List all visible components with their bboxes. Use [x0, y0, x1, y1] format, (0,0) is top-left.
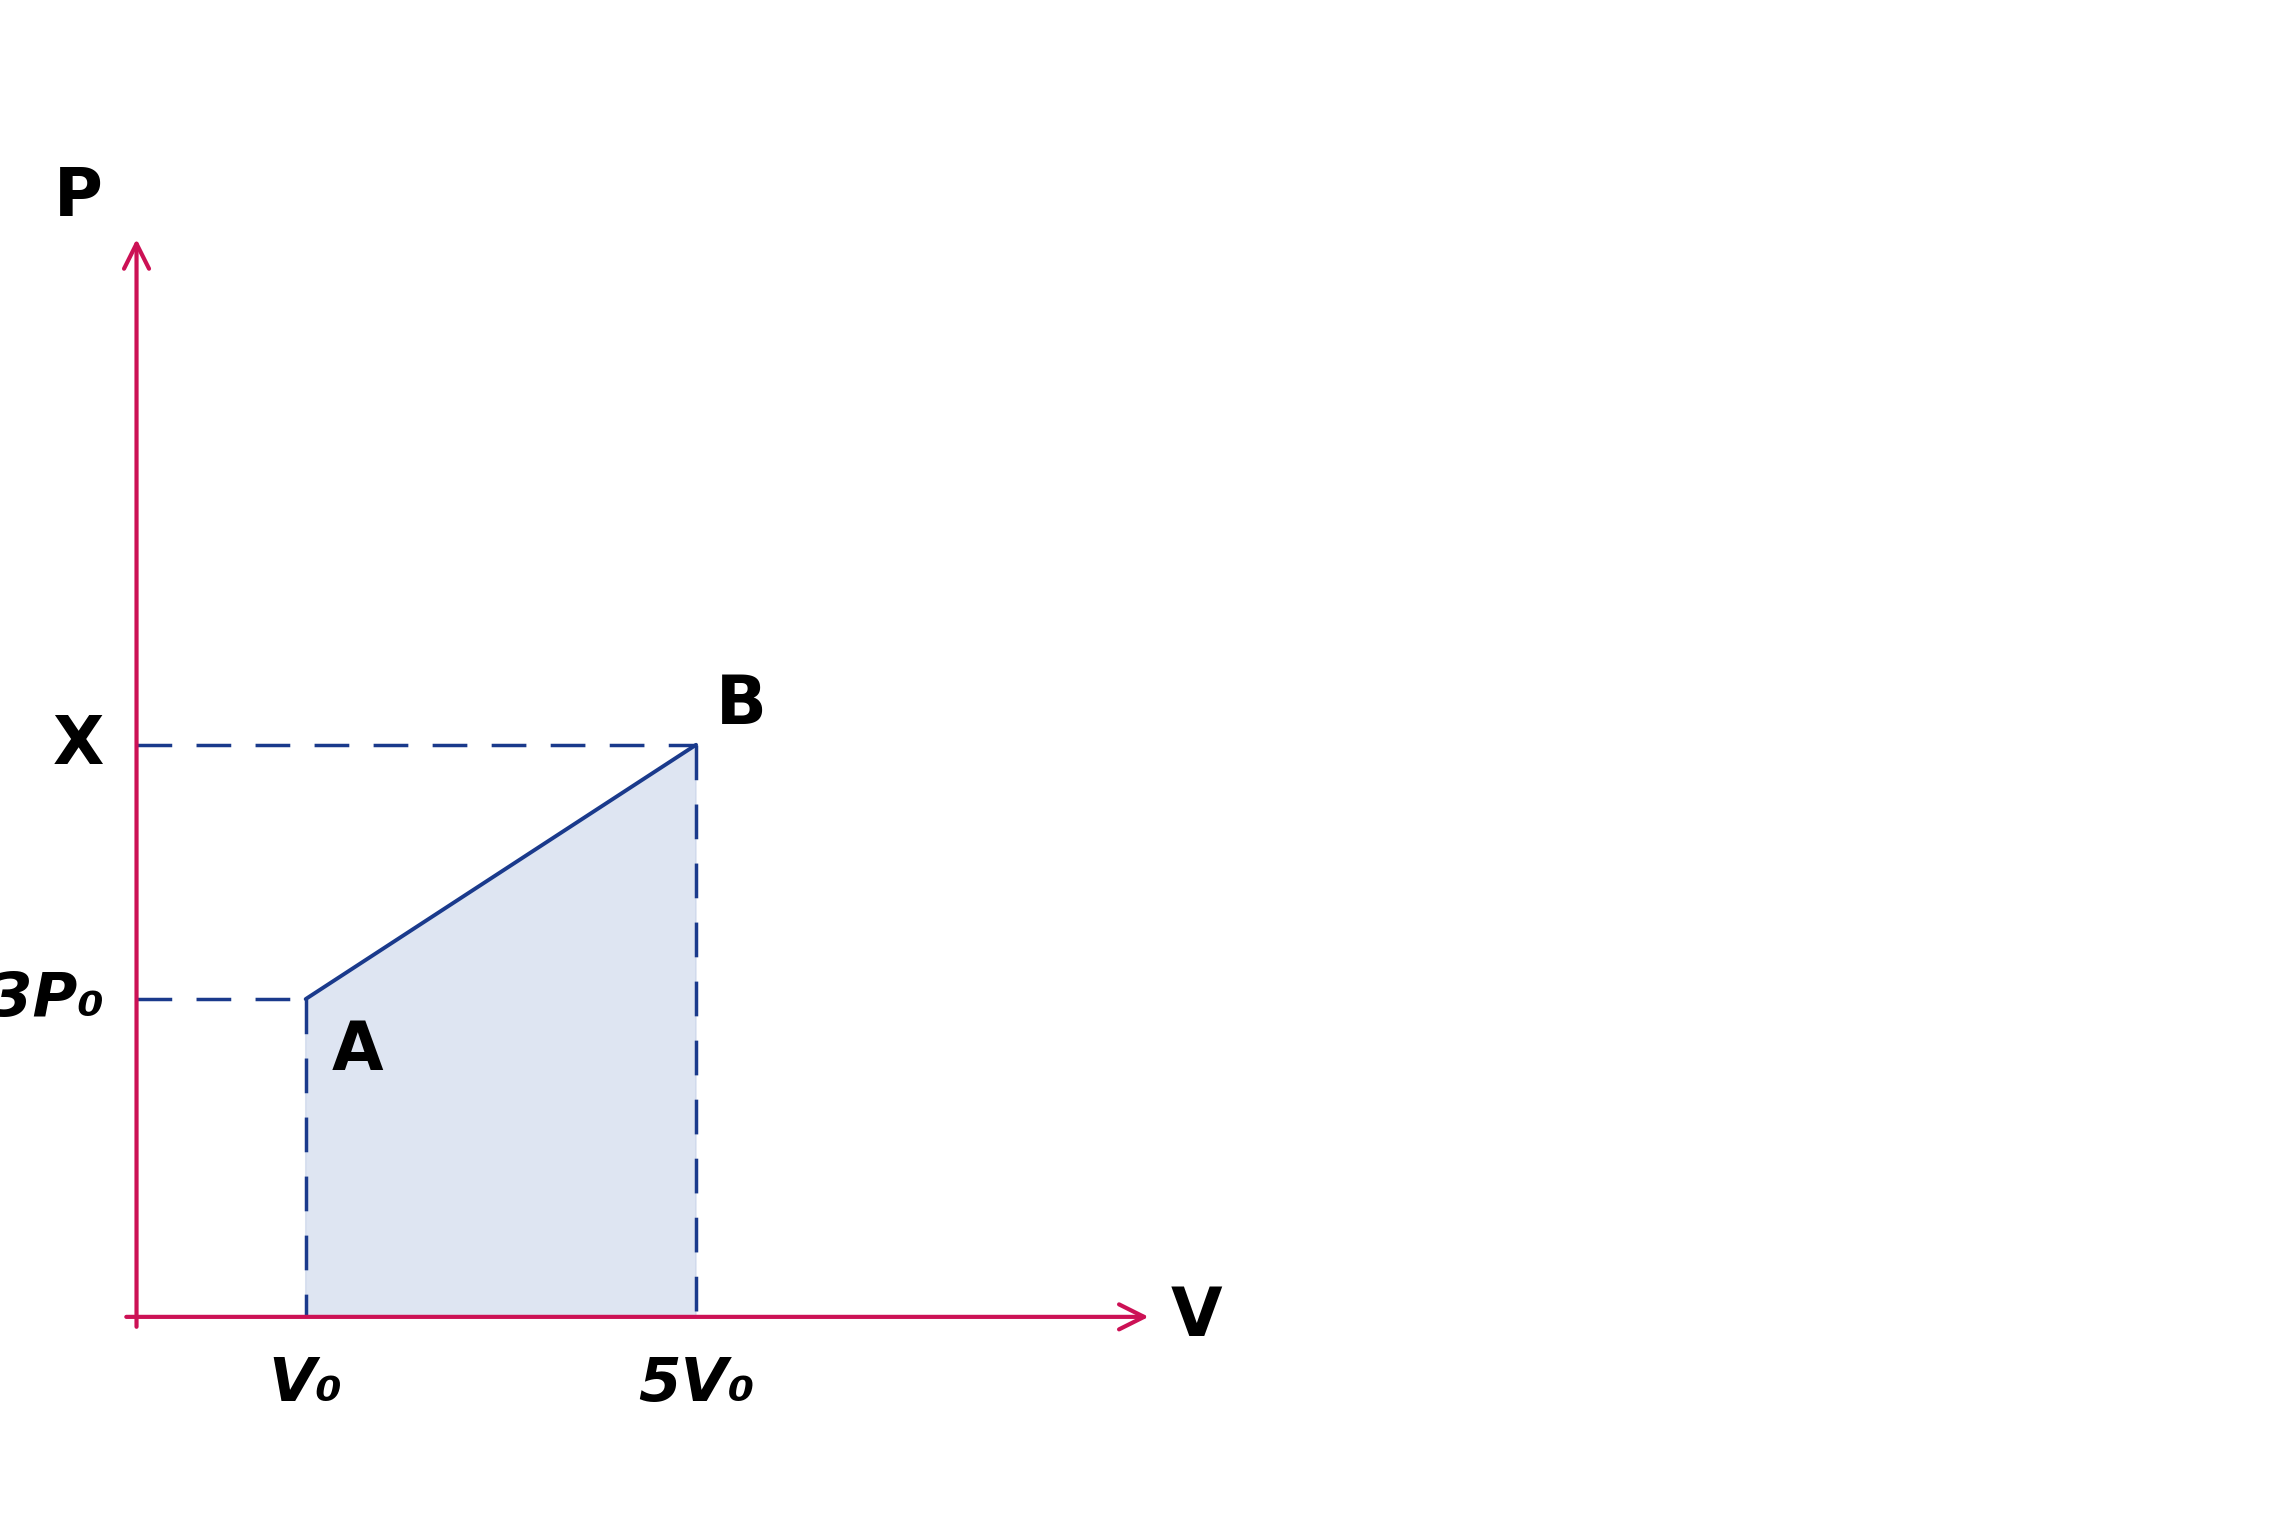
Text: X: X [52, 711, 105, 778]
Text: P: P [55, 164, 102, 230]
Polygon shape [307, 745, 695, 1316]
Text: 3P₀: 3P₀ [0, 970, 105, 1029]
Text: B: B [716, 672, 766, 739]
Text: V: V [1170, 1284, 1222, 1350]
Text: A: A [332, 1018, 384, 1084]
Text: 5V₀: 5V₀ [638, 1354, 754, 1414]
Text: V₀: V₀ [268, 1354, 343, 1414]
